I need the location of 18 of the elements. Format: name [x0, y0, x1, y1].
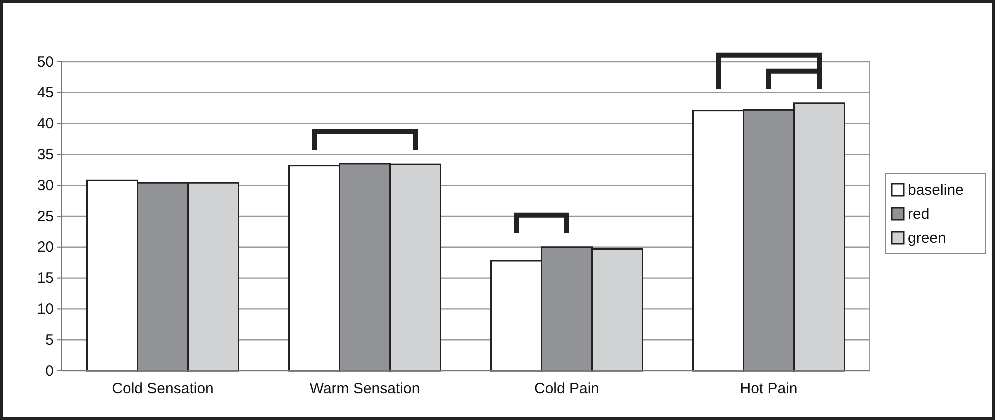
y-tick-label: 10: [37, 301, 54, 318]
x-tick-label: Cold Sensation: [112, 380, 214, 398]
x-tick-label: Cold Pain: [534, 380, 600, 398]
x-tick-label: Hot Pain: [740, 380, 798, 398]
y-tick-label: 25: [37, 208, 54, 226]
y-tick-label: 0: [46, 362, 54, 380]
y-tick-label: 40: [37, 116, 54, 133]
y-tick-label: 30: [37, 177, 54, 194]
y-tick-label: 15: [37, 270, 54, 288]
legend-label: red: [908, 206, 930, 223]
y-tick-label: 20: [37, 239, 54, 256]
legend-label: baseline: [908, 182, 964, 199]
y-tick-label: 50: [37, 54, 54, 71]
y-tick-label: 5: [46, 332, 54, 349]
y-tick-label: 45: [37, 84, 54, 102]
y-tick-label: 35: [37, 146, 54, 164]
legend-label: green: [908, 230, 946, 247]
x-tick-label: Warm Sensation: [310, 380, 420, 398]
